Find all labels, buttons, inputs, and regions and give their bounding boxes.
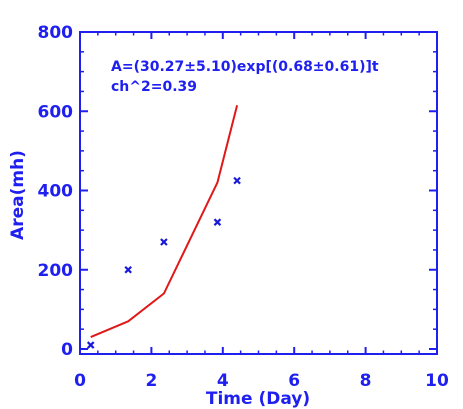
y-tick-label: 0 bbox=[61, 340, 73, 360]
x-axis-title: Time (Day) bbox=[206, 389, 310, 409]
marker-layer bbox=[86, 176, 241, 349]
x-tick-labels: 0 2 4 6 8 10 bbox=[74, 371, 449, 391]
y-tick-label: 800 bbox=[38, 23, 74, 43]
y-tick-label: 400 bbox=[38, 182, 74, 202]
x-tick-label: 2 bbox=[145, 371, 157, 391]
data-point bbox=[86, 341, 95, 349]
x-tick-label: 6 bbox=[288, 371, 300, 391]
chi-square-annotation: ch^2=0.39 bbox=[111, 79, 197, 95]
axis-ticks bbox=[79, 31, 438, 354]
data-point bbox=[213, 218, 222, 226]
y-axis-title: Area(mh) bbox=[8, 150, 28, 240]
fit-line bbox=[90, 105, 239, 339]
y-tick-label: 200 bbox=[38, 261, 74, 281]
data-point bbox=[233, 176, 241, 185]
fit-layer bbox=[90, 105, 239, 339]
x-tick-label: 8 bbox=[360, 371, 372, 391]
y-tick-labels: 0 200 400 600 800 bbox=[38, 23, 74, 360]
data-point bbox=[160, 238, 168, 246]
data-point bbox=[124, 265, 132, 274]
y-tick-label: 600 bbox=[38, 102, 74, 122]
x-tick-label: 10 bbox=[425, 371, 449, 391]
x-tick-label: 4 bbox=[217, 371, 229, 391]
x-tick-label: 0 bbox=[74, 371, 86, 391]
fit-equation-annotation: A=(30.27±5.10)exp[(0.68±0.61)]t bbox=[111, 59, 379, 75]
